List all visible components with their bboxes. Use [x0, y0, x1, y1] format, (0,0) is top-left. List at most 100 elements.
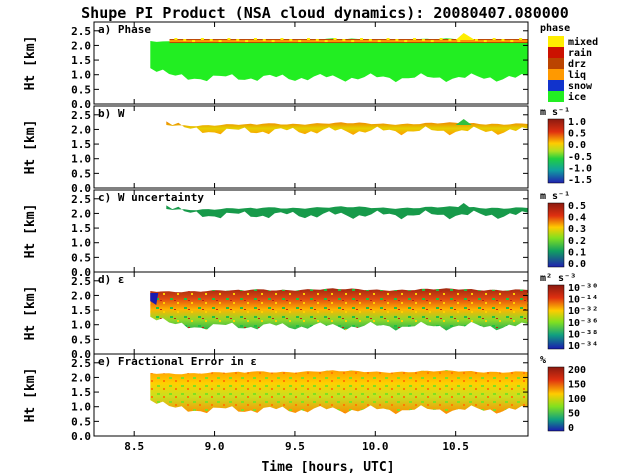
y-axis-label: Ht [km] [23, 286, 38, 341]
colorbar-label: 10⁻³² [568, 306, 598, 317]
colorbar-label: -1.0 [568, 163, 592, 174]
colorbar-label: 10⁻¹⁴ [568, 295, 598, 306]
colorbar-label: mixed [568, 36, 598, 48]
panel-4: 0.0 0.51.0 1.5 2.02.5 d) ε Ht [km] m² s⁻³10⁻³⁰… [23, 271, 598, 361]
colorbar-gradient [547, 366, 565, 432]
mixed-speck [324, 40, 328, 43]
colorbar-label: -1.5 [568, 175, 592, 186]
y-tick-label: 1.0 [71, 153, 91, 166]
y-tick-label: 1.0 [71, 69, 91, 82]
mixed-speck [448, 39, 452, 42]
figure-title: Shupe PI Product (NSA cloud dynamics): 2… [81, 4, 569, 22]
colorbar-label: rain [568, 47, 592, 59]
mixed-speck [395, 39, 399, 42]
colorbar: m s⁻¹1.00.50.0-0.5-1.0-1.5 [540, 107, 592, 186]
mixed-speck [519, 38, 523, 41]
y-tick-label: 0.0 [71, 182, 91, 195]
y-tick-label: 0.5 [71, 251, 91, 264]
mixed-speck [271, 40, 275, 43]
mixed-speck [183, 39, 187, 42]
colorbar-label: 100 [568, 394, 586, 405]
panel-title: b) W [98, 107, 125, 120]
colorbar-label: drz [568, 59, 586, 70]
mixed-speck [474, 39, 478, 42]
colorbar: m s⁻¹0.50.40.30.20.10.0 [540, 191, 586, 270]
mixed-speck [351, 40, 355, 43]
y-tick-label: 1.0 [71, 237, 91, 250]
colorbar-label: 150 [568, 380, 586, 391]
colorbar-label: 0.0 [568, 259, 586, 270]
liquid-layer [169, 40, 528, 43]
mixed-speck [360, 38, 364, 41]
colorbar-label: 0.2 [568, 236, 586, 247]
x-tick-label: 10.0 [362, 440, 389, 453]
colorbar-gradient [547, 284, 565, 350]
mixed-speck [236, 39, 240, 42]
colorbar-unit: m s⁻¹ [540, 107, 570, 118]
y-tick-label: 0.0 [71, 266, 91, 279]
x-tick-label: 8.5 [124, 440, 144, 453]
y-tick-label: 1.5 [71, 222, 91, 235]
colorbar-swatch [548, 91, 564, 102]
y-axis-label: Ht [km] [23, 368, 38, 423]
mixed-speck [245, 40, 249, 43]
colorbar-label: 0.4 [568, 213, 586, 224]
mixed-speck [439, 38, 443, 41]
colorbar-unit: m² s⁻³ [540, 273, 576, 284]
mixed-turret [455, 33, 475, 41]
mixed-speck [430, 40, 434, 43]
colorbar-label: 0.3 [568, 224, 586, 235]
y-tick-label: 2.0 [71, 123, 91, 136]
colorbar-swatch [548, 69, 564, 80]
y-tick-label: 0.0 [71, 98, 91, 111]
y-tick-label: 0.5 [71, 415, 91, 428]
colorbar-label: 200 [568, 365, 586, 376]
y-tick-label: 2.5 [71, 275, 91, 288]
colorbar-label: 10⁻³⁰ [568, 283, 598, 294]
fractional-error-texture [150, 370, 529, 415]
y-tick-label: 1.0 [71, 401, 91, 414]
colorbar-unit: phase [540, 23, 570, 34]
x-tick-label: 9.0 [205, 440, 225, 453]
y-tick-label: 1.5 [71, 54, 91, 67]
y-axis-label: Ht [km] [23, 36, 38, 91]
colorbar-label: 0.5 [568, 129, 586, 140]
colorbar-swatch [548, 80, 564, 91]
y-axis-label: Ht [km] [23, 120, 38, 175]
mixed-speck [421, 39, 425, 42]
mixed-speck [262, 39, 266, 42]
plot-area [94, 106, 528, 188]
mixed-speck [227, 38, 231, 41]
mixed-speck [492, 38, 496, 41]
mixed-speck [280, 38, 284, 41]
y-tick-label: 2.0 [71, 289, 91, 302]
mixed-speck [306, 38, 310, 41]
w-field [166, 121, 529, 136]
y-tick-label: 0.5 [71, 333, 91, 346]
y-tick-label: 2.0 [71, 207, 91, 220]
epsilon-edge [150, 293, 159, 306]
colorbar-label: ice [568, 91, 586, 103]
colorbar-swatch [548, 47, 564, 58]
mixed-speck [501, 39, 505, 42]
mixed-speck [342, 39, 346, 42]
y-tick-label: 0.5 [71, 167, 91, 180]
y-tick-label: 2.5 [71, 357, 91, 370]
plot-frame [93, 353, 529, 437]
colorbar-gradient [547, 202, 565, 268]
colorbar-label: 10⁻³⁸ [568, 329, 598, 340]
colorbar-label: 50 [568, 409, 580, 420]
y-tick-label: 0.5 [71, 83, 91, 96]
panel-title: a) Phase [98, 23, 151, 36]
mixed-speck [200, 38, 204, 41]
colorbar-label: 0.1 [568, 247, 586, 258]
colorbar-label: -0.5 [568, 152, 592, 163]
y-tick-label: 2.5 [71, 193, 91, 206]
colorbar-label: 0.0 [568, 140, 586, 151]
x-tick-label: 10.5 [442, 440, 469, 453]
y-tick-label: 1.5 [71, 138, 91, 151]
